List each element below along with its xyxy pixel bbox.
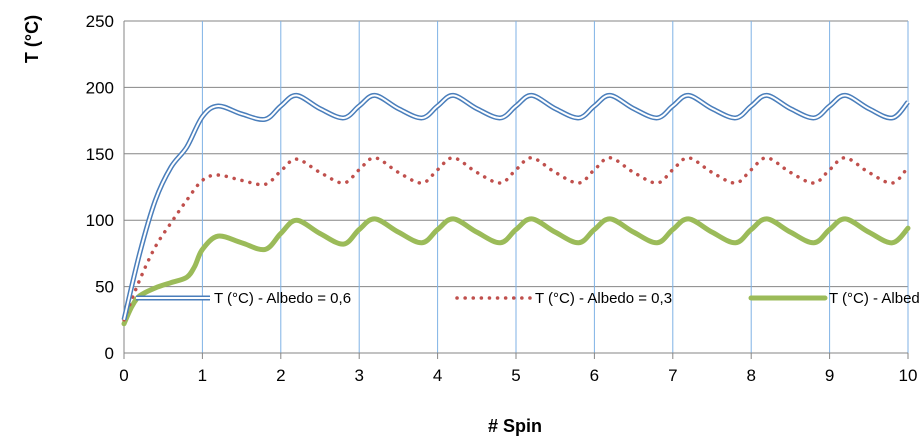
- x-tick-label: 7: [668, 366, 677, 385]
- x-tick-label: 2: [276, 366, 285, 385]
- x-tick-label: 10: [899, 366, 918, 385]
- x-tick-label: 3: [354, 366, 363, 385]
- legend-item: T (°C) - Albedo = 0,1: [748, 290, 920, 307]
- x-tick-label: 4: [433, 366, 442, 385]
- y-tick-label: 0: [105, 344, 114, 363]
- legend-item: T (°C) - Albedo = 0,3: [455, 290, 672, 307]
- x-tick-label: 6: [590, 366, 599, 385]
- y-tick-label: 100: [86, 211, 114, 230]
- x-tick-label: 0: [119, 366, 128, 385]
- y-tick-label: 50: [95, 278, 114, 297]
- y-axis-title: T (°C): [22, 15, 42, 63]
- y-tick-label: 200: [86, 78, 114, 97]
- y-tick-label: 250: [86, 12, 114, 31]
- x-tick-label: 5: [511, 366, 520, 385]
- x-tick-label: 9: [825, 366, 834, 385]
- legend-label: T (°C) - Albedo = 0,6: [214, 290, 351, 307]
- legend-label: T (°C) - Albedo = 0,3: [535, 290, 672, 307]
- legend: T (°C) - Albedo = 0,6 T (°C) - Albedo = 0…: [136, 290, 920, 307]
- legend-item: T (°C) - Albedo = 0,6: [136, 290, 351, 307]
- series-line-0-inner: [123, 94, 909, 321]
- x-tick-label: 8: [746, 366, 755, 385]
- y-tick-label: 150: [86, 145, 114, 164]
- series-layer: [121, 92, 911, 327]
- x-axis-title: # Spin: [488, 416, 542, 436]
- legend-label: T (°C) - Albedo = 0,1: [829, 290, 920, 307]
- axes: 0 50 100 150 200 250 0 1 2 3 4 5 6 7 8 9 10: [86, 12, 918, 385]
- x-tick-label: 1: [198, 366, 207, 385]
- series-line-2: [121, 216, 911, 327]
